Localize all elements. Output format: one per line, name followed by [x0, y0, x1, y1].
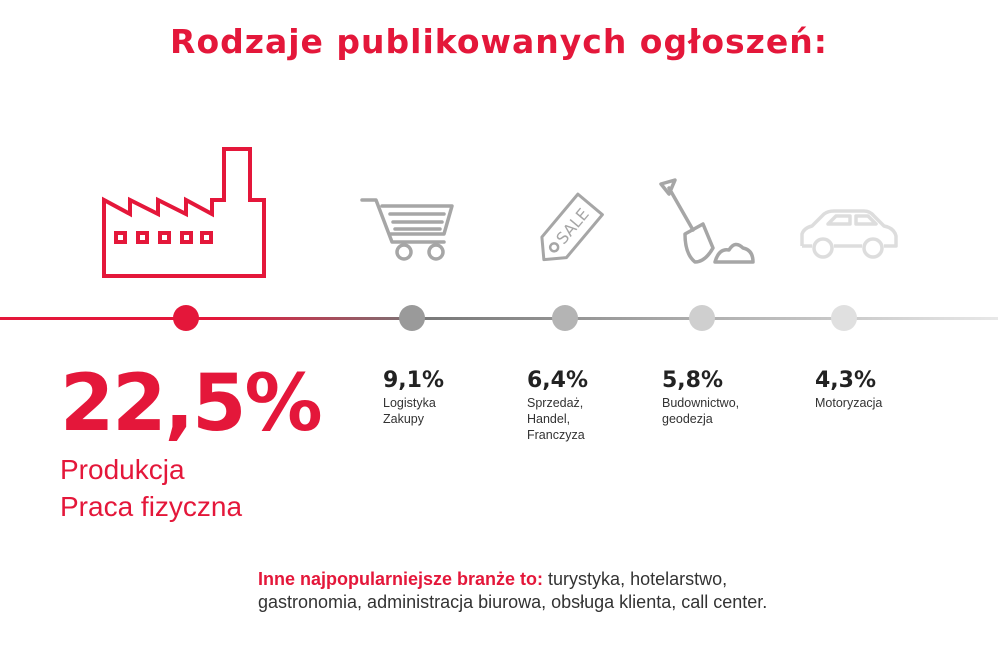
stat-label: Sprzedaż, Handel, Franczyza: [527, 395, 588, 443]
stat-logistyka: 9,1% Logistyka Zakupy: [383, 370, 444, 427]
timeline: [0, 305, 998, 331]
sale-tag-icon: SALE: [540, 192, 604, 262]
footer-text: turystyka, hotelarstwo, gastronomia, adm…: [258, 569, 768, 612]
timeline-marker: [689, 305, 715, 331]
timeline-marker: [831, 305, 857, 331]
factory-icon: [102, 147, 266, 278]
stat-label-line: Sprzedaż,: [527, 396, 584, 410]
stat-label-line: Logistyka: [383, 396, 436, 410]
stat-label-line: Budownictwo,: [662, 396, 740, 410]
stat-label: Budownictwo, geodezja: [662, 395, 739, 427]
stat-label-line: Handel,: [527, 412, 571, 426]
top-category-label-line-2: Praca fizyczna: [60, 491, 243, 522]
footer-note: Inne najpopularniejsze branże to: turyst…: [258, 568, 818, 614]
timeline-marker: [399, 305, 425, 331]
stat-label-line: geodezja: [662, 412, 713, 426]
car-icon: [800, 209, 898, 259]
shovel-icon: [659, 178, 755, 264]
top-category-label-line-1: Produkcja: [60, 454, 185, 485]
timeline-marker: [173, 305, 199, 331]
timeline-line: [0, 317, 998, 320]
stat-label: Logistyka Zakupy: [383, 395, 444, 427]
top-category-value: 22,5%: [60, 359, 323, 449]
stat-label-line: Motoryzacja: [815, 396, 883, 410]
stat-budownictwo: 5,8% Budownictwo, geodezja: [662, 370, 739, 427]
svg-text:SALE: SALE: [552, 205, 593, 248]
timeline-marker: [552, 305, 578, 331]
stat-motoryzacja: 4,3% Motoryzacja: [815, 370, 882, 411]
stat-label-line: Franczyza: [527, 428, 585, 442]
footer-lead: Inne najpopularniejsze branże to:: [258, 569, 544, 589]
stat-value: 6,4%: [527, 368, 589, 393]
page-title: Rodzaje publikowanych ogłoszeń:: [170, 22, 828, 61]
stat-sprzedaz: 6,4% Sprzedaż, Handel, Franczyza: [527, 370, 588, 443]
shopping-cart-icon: [360, 198, 454, 261]
stat-label-line: Zakupy: [383, 412, 424, 426]
stat-label: Motoryzacja: [815, 395, 882, 411]
stat-value: 5,8%: [662, 368, 724, 393]
stat-value: 4,3%: [815, 368, 877, 393]
stat-value: 9,1%: [383, 368, 445, 393]
